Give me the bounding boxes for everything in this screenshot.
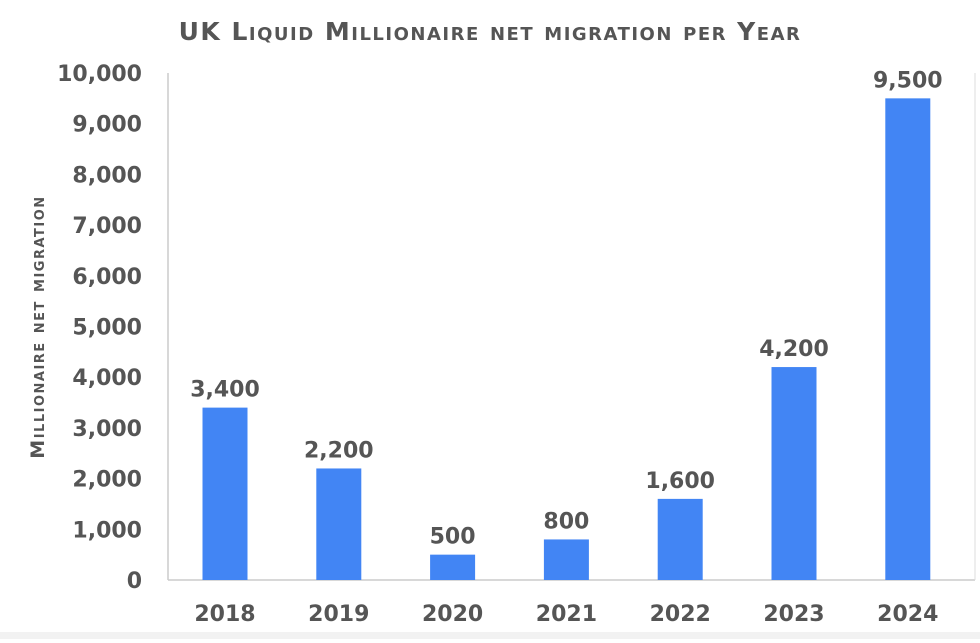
y-tick-label: 6,000 — [72, 265, 142, 290]
data-label: 800 — [543, 509, 589, 534]
data-label: 4,200 — [759, 337, 829, 362]
data-label: 3,400 — [190, 378, 260, 403]
y-tick-label: 1,000 — [72, 518, 142, 543]
x-tick-label: 2021 — [536, 602, 597, 627]
data-label: 1,600 — [645, 469, 715, 494]
x-tick-label: 2024 — [877, 602, 938, 627]
bar-2019 — [316, 468, 362, 580]
chart-title: UK Liquid Millionaire net migration per … — [179, 17, 802, 46]
bar-2024 — [885, 98, 931, 580]
x-tick-label: 2023 — [763, 602, 824, 627]
y-tick-label: 10,000 — [57, 62, 142, 87]
y-axis-label: Millionaire net migration — [27, 195, 49, 458]
bar-2020 — [430, 554, 476, 580]
y-tick-label: 3,000 — [72, 417, 142, 442]
y-tick-label: 7,000 — [72, 214, 142, 239]
data-label: 500 — [430, 525, 476, 550]
y-tick-label: 9,000 — [72, 113, 142, 138]
x-tick-label: 2020 — [422, 602, 483, 627]
x-tick-label: 2019 — [308, 602, 369, 627]
bar-2023 — [771, 367, 817, 580]
bar-2018 — [202, 407, 248, 580]
y-tick-label: 2,000 — [72, 468, 142, 493]
x-tick-label: 2018 — [194, 602, 255, 627]
bar-2022 — [657, 498, 703, 580]
y-tick-label: 4,000 — [72, 366, 142, 391]
data-label: 9,500 — [873, 68, 943, 93]
bottom-strip — [0, 632, 980, 639]
x-tick-label: 2022 — [650, 602, 711, 627]
data-label: 2,200 — [304, 438, 374, 463]
y-tick-label: 5,000 — [72, 316, 142, 341]
y-tick-label: 0 — [127, 569, 142, 594]
bar-2021 — [543, 539, 589, 580]
y-tick-label: 8,000 — [72, 163, 142, 188]
